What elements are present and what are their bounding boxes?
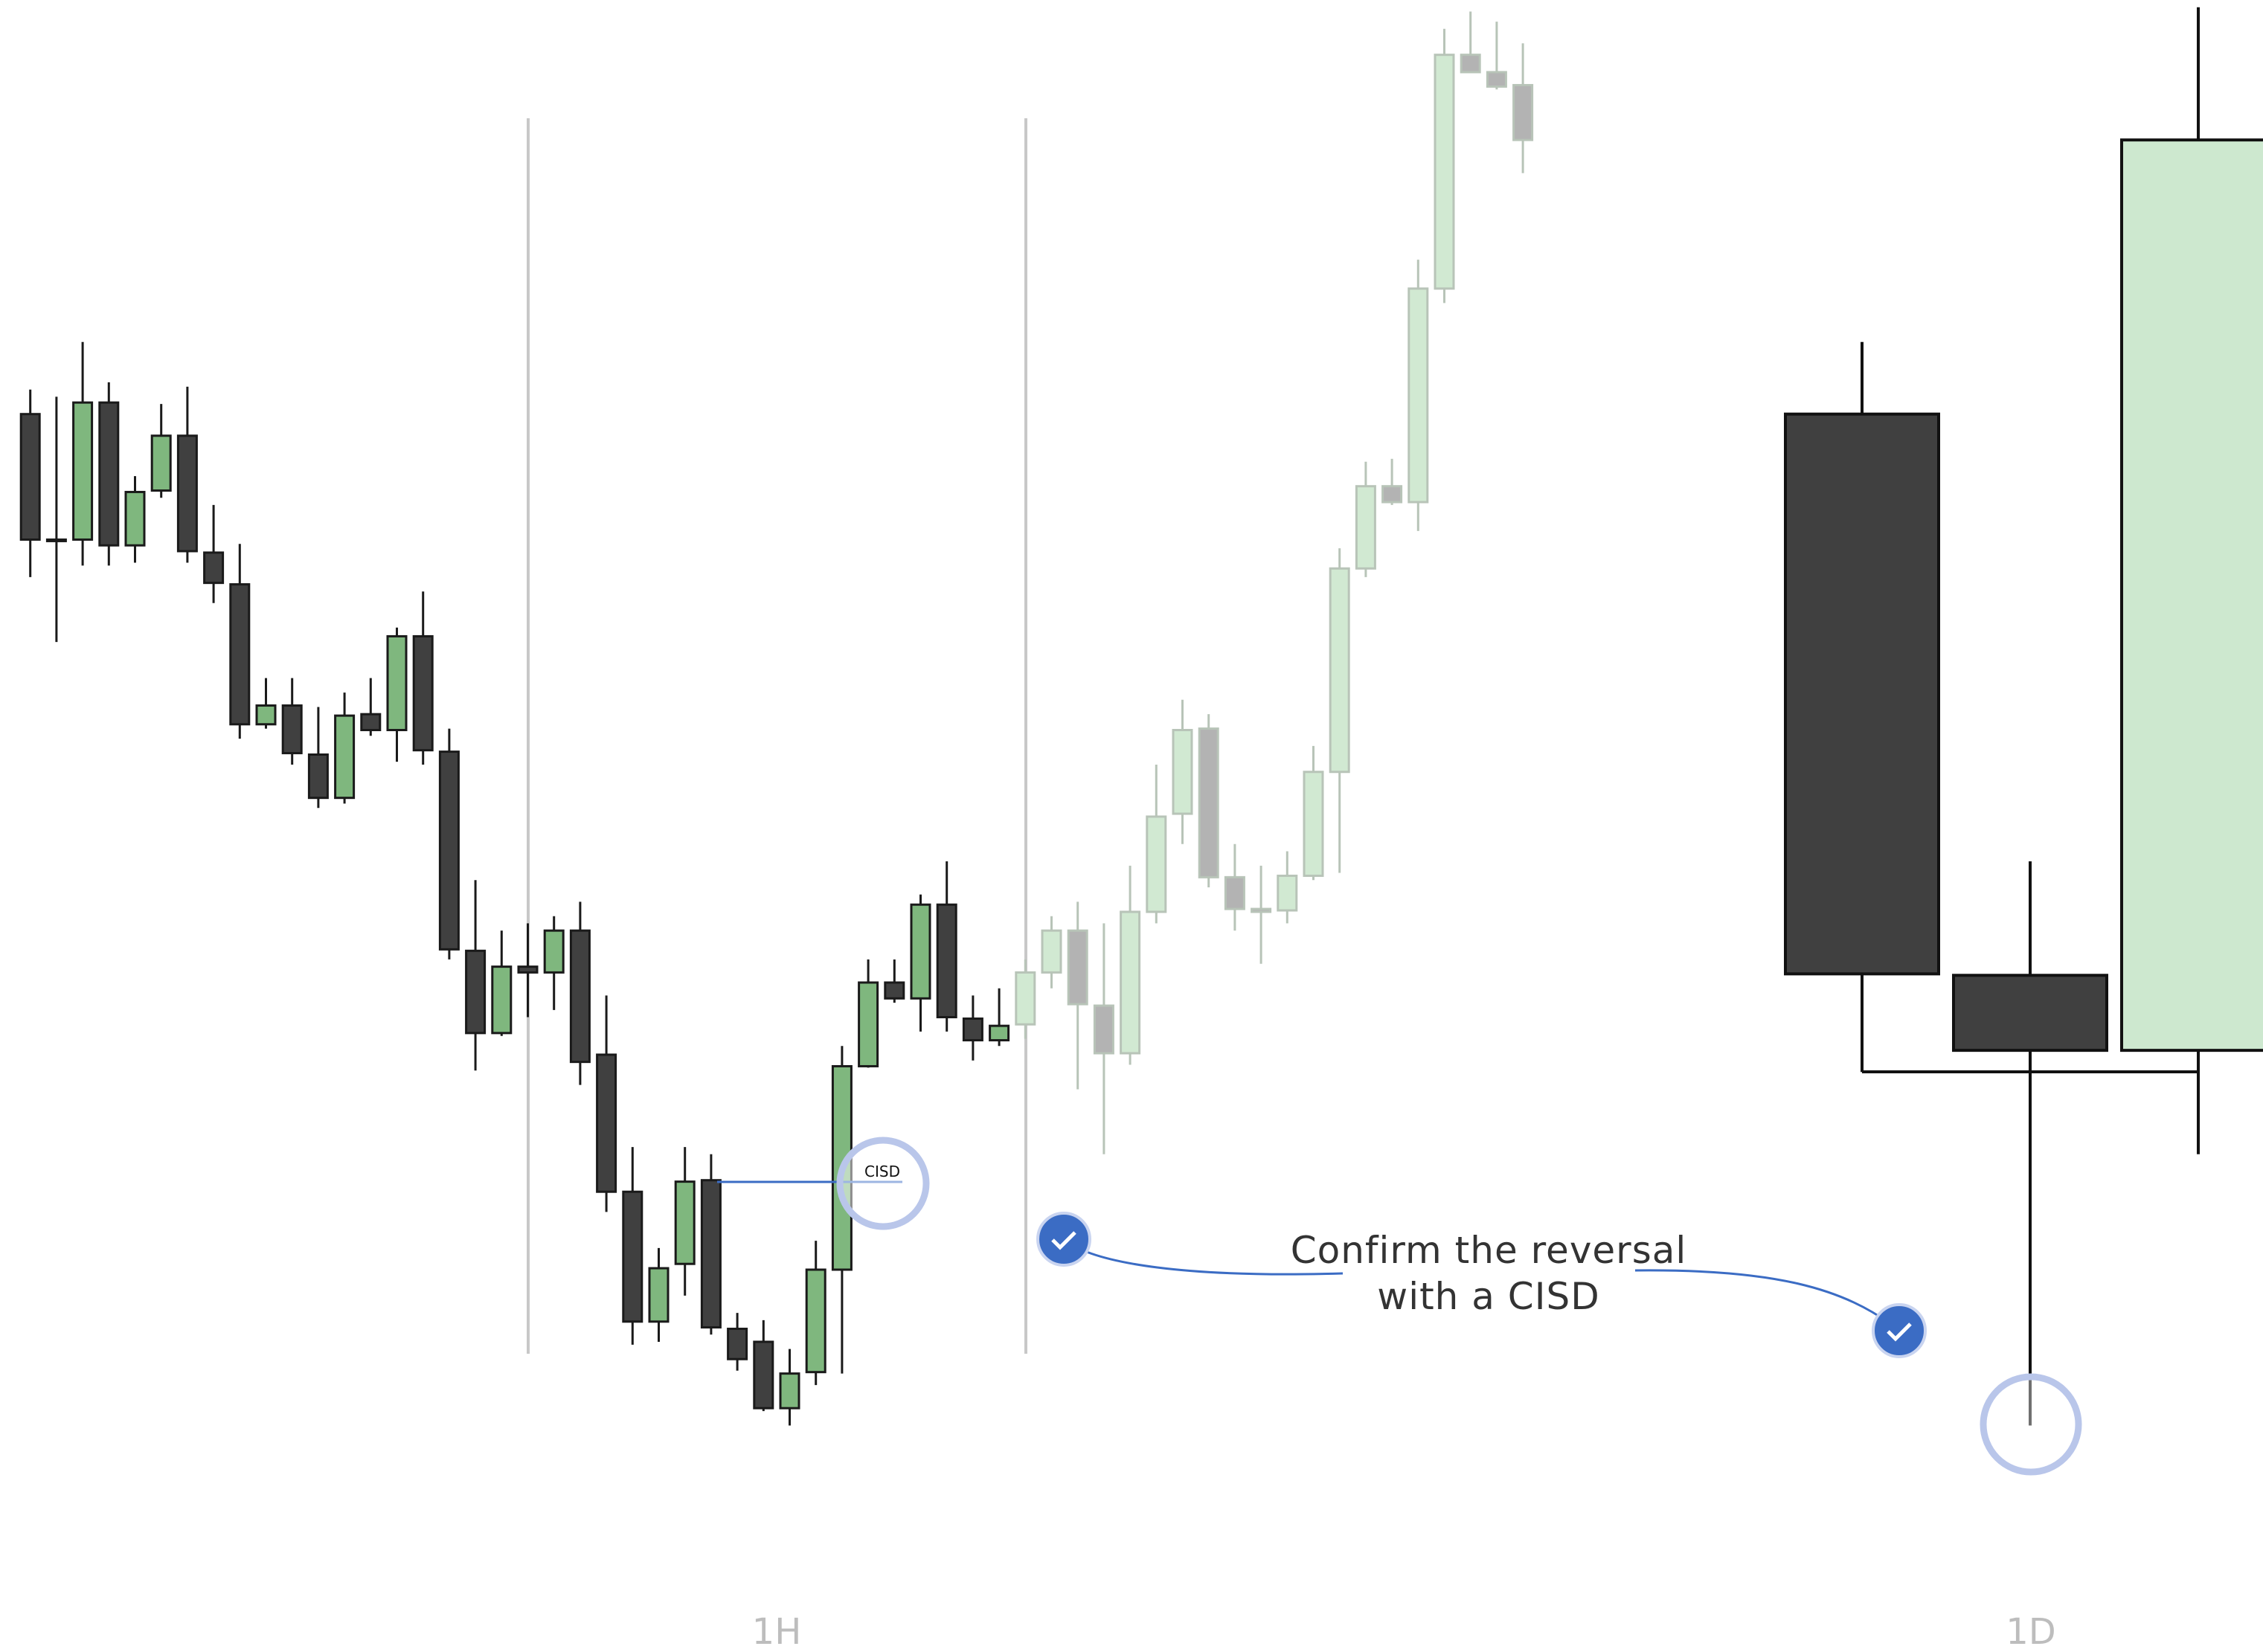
candle-body (674, 1180, 696, 1265)
candle-body (203, 551, 225, 585)
candle-body (491, 965, 513, 1035)
candle-body (1251, 907, 1272, 913)
candle-body (936, 903, 957, 1019)
check-icon (1036, 1212, 1091, 1267)
candle-body (1172, 729, 1193, 815)
timeframe-label: 1H (752, 1611, 802, 1652)
candle-body (1015, 971, 1036, 1026)
candle-body (150, 434, 172, 492)
candle-body (962, 1017, 983, 1042)
timeframe-label: 1D (2006, 1611, 2056, 1652)
candle-body (386, 634, 408, 732)
candle-body (334, 714, 356, 800)
candle-body (1303, 771, 1324, 877)
candle-body (517, 965, 539, 974)
candle-body (1093, 1004, 1114, 1055)
candle-body (98, 401, 120, 547)
candle-body (1329, 567, 1350, 774)
candle-body (622, 1190, 643, 1323)
candle-body (596, 1053, 617, 1193)
candle-body (1355, 485, 1376, 570)
callout-text: with a CISD (1377, 1275, 1599, 1318)
candle-body (1381, 485, 1403, 504)
candle-body (727, 1327, 748, 1360)
candle-body (884, 981, 905, 1000)
candle-body (1067, 929, 1088, 1006)
cisd-label: CISD (864, 1163, 900, 1180)
candle-body (1224, 875, 1245, 910)
candle-body (1512, 83, 1534, 141)
callout-curve (1634, 1269, 1900, 1332)
candle-body (465, 949, 487, 1035)
candle-body (989, 1024, 1010, 1042)
callout-text: Confirm the reversal (1291, 1229, 1687, 1272)
candle-body (2120, 138, 2263, 1052)
candle-body (1784, 412, 1940, 976)
candle-body (229, 583, 251, 726)
candle-body (858, 981, 879, 1067)
candle-body (176, 434, 198, 553)
candle-body (438, 751, 460, 951)
candle-body (569, 929, 591, 1064)
candle-body (281, 704, 303, 755)
candle-body (1407, 287, 1429, 504)
candle-body (1434, 54, 1455, 290)
candle-body (45, 538, 67, 542)
candle-body (779, 1372, 800, 1410)
candle-body (1146, 815, 1167, 913)
candle-body (19, 413, 41, 541)
candle-body (805, 1268, 826, 1374)
candle-body (1952, 974, 2108, 1052)
candle-body (1041, 929, 1062, 974)
candle-body (1460, 54, 1481, 74)
candle-body (124, 490, 146, 547)
candles (19, 7, 2263, 1426)
candle-body (648, 1267, 670, 1323)
candle-body (360, 713, 382, 732)
candle-body (255, 704, 277, 726)
candle-body (1277, 874, 1298, 912)
candle-body (910, 903, 931, 1000)
cisd-highlight (836, 1137, 930, 1230)
candle-body (412, 634, 434, 752)
candle-body (72, 401, 94, 541)
candle-body (1486, 71, 1507, 88)
check-icon (1872, 1303, 1927, 1358)
low-highlight (1980, 1373, 2082, 1476)
candle-body (1198, 727, 1219, 878)
candle-body (307, 753, 329, 800)
candle-body (700, 1179, 722, 1329)
candle-body (753, 1340, 774, 1410)
candle-body (543, 929, 565, 974)
candle-body (1120, 910, 1141, 1055)
